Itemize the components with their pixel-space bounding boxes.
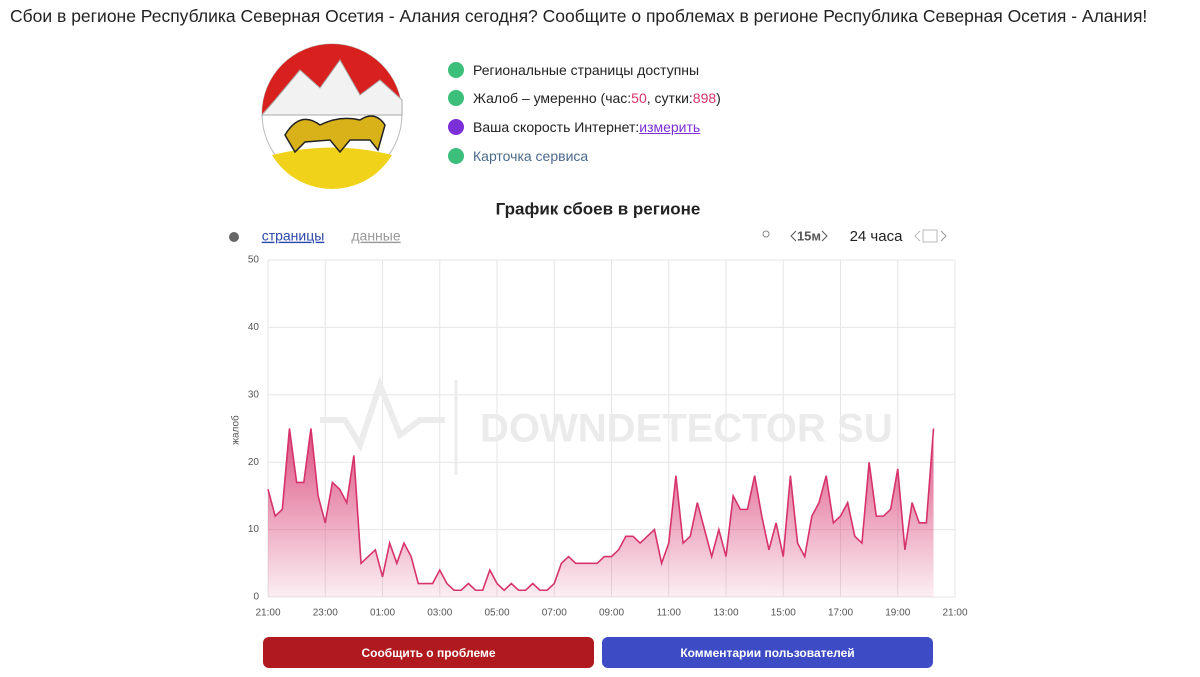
ok-icon	[448, 90, 464, 106]
range[interactable]: 24 часа	[850, 228, 904, 245]
x-tick-label: 09:00	[599, 608, 624, 619]
user-icon	[762, 230, 770, 238]
line	[267, 428, 935, 592]
prev-icon[interactable]	[914, 230, 921, 242]
x-tick-label: 19:00	[885, 608, 910, 619]
page-title: Сбои в регионе Республика Северная Осети…	[10, 6, 1148, 26]
x-tick-label: 17:00	[828, 608, 853, 619]
y-axis-label: жалоб	[230, 415, 242, 445]
ok-icon	[448, 62, 464, 78]
status-text: Ваша скорость Интернет:	[473, 119, 640, 135]
speed-icon	[448, 119, 464, 135]
status-item: Ваша скорость Интернет: измерить	[448, 117, 700, 137]
next-icon[interactable]	[821, 230, 828, 242]
y-tick-label: 0	[253, 592, 259, 603]
x-tick-label: 01:00	[370, 608, 395, 619]
status-text: Жалоб – умеренно (час:	[473, 90, 632, 106]
x-tick-label: 15:00	[771, 608, 796, 619]
measure-link[interactable]: измерить	[639, 119, 701, 135]
y-tick-label: 30	[248, 389, 260, 400]
service-card-link[interactable]: Карточка сервиса	[473, 148, 589, 164]
x-tick-label: 13:00	[713, 608, 738, 619]
camera-icon[interactable]	[229, 232, 239, 242]
watermark-text: DOWNDETECTOR SU	[480, 407, 893, 451]
status-item: Жалоб – умеренно (час: 50, сутки: 898)	[448, 88, 721, 108]
x-tick-label: 21:00	[255, 608, 280, 619]
status-item: Региональные страницы доступны	[448, 60, 699, 80]
coat-of-arms	[260, 43, 403, 189]
status-text: , сутки:	[646, 90, 693, 106]
comments-button[interactable]: Комментарии пользователей	[602, 637, 933, 668]
hour-count: 50	[631, 90, 647, 106]
x-tick-label: 07:00	[542, 608, 567, 619]
info-icon	[448, 148, 464, 164]
area	[268, 428, 934, 597]
report-button[interactable]: Сообщить о проблеме	[263, 637, 594, 668]
next-icon[interactable]	[940, 230, 947, 242]
status-text: )	[716, 90, 721, 106]
chart-title: График сбоев в регионе	[496, 199, 701, 218]
x-tick-label: 21:00	[942, 608, 967, 619]
x-tick-label: 11:00	[657, 608, 682, 619]
x-tick-label: 03:00	[427, 608, 452, 619]
y-tick-label: 10	[248, 524, 260, 535]
tab[interactable]: данные	[351, 228, 400, 244]
status-text: Региональные страницы доступны	[473, 62, 700, 78]
y-tick-label: 40	[248, 322, 260, 333]
status-item: Карточка сервиса	[448, 146, 588, 166]
day-count: 898	[692, 90, 717, 106]
y-tick-label: 50	[248, 255, 260, 266]
calendar-icon[interactable]	[922, 229, 938, 243]
watermark: DOWNDETECTOR SU	[320, 376, 893, 475]
interval[interactable]: 15м	[797, 228, 821, 243]
tab[interactable]: страницы	[262, 228, 325, 244]
y-tick-label: 20	[248, 457, 260, 468]
x-tick-label: 05:00	[484, 608, 509, 619]
x-tick-label: 23:00	[313, 608, 338, 619]
prev-icon[interactable]	[790, 230, 797, 242]
